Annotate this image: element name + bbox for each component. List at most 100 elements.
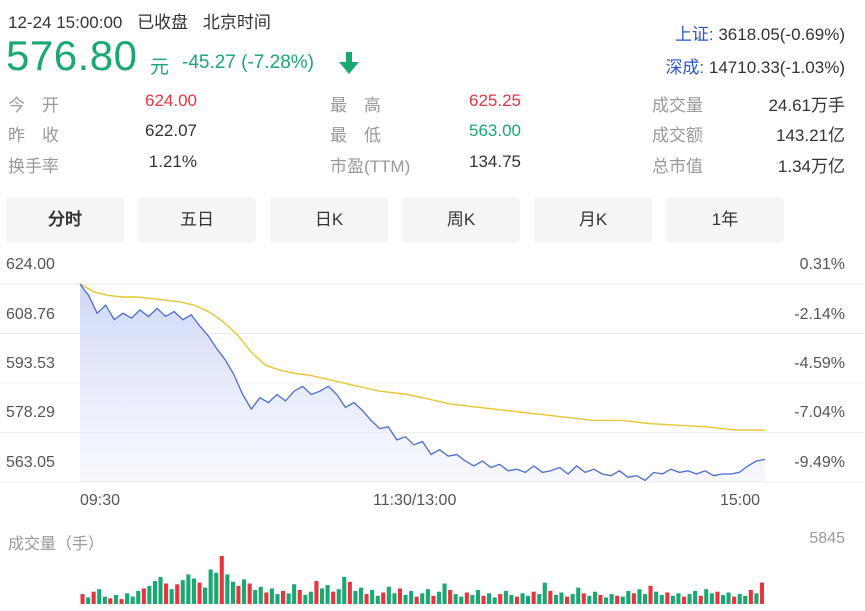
stat-prev-close-value: 622.07	[145, 121, 197, 140]
x-tick: 11:30/13:00	[373, 492, 457, 509]
stat-marketcap-label: 总市值	[652, 157, 703, 176]
volume-bar	[331, 591, 336, 604]
volume-bar	[158, 576, 163, 604]
stat-open-label: 今 开	[8, 96, 59, 115]
down-arrow-icon	[338, 50, 360, 81]
volume-bar	[297, 590, 302, 604]
x-tick: 15:00	[720, 492, 761, 509]
volume-bar	[409, 590, 414, 604]
volume-bar	[359, 587, 364, 604]
volume-bar	[336, 589, 341, 604]
y-right-tick: -2.14%	[794, 306, 845, 323]
volume-bar	[253, 590, 258, 604]
volume-bar	[403, 595, 408, 604]
volume-bar	[559, 592, 564, 604]
stat-high-label: 最 高	[330, 96, 381, 115]
volume-bar	[286, 593, 291, 604]
volume-bar	[420, 593, 425, 604]
tab-intraday[interactable]: 分时	[6, 198, 124, 242]
stat-open-value: 624.00	[145, 91, 197, 110]
volume-bar	[230, 581, 235, 604]
volume-bar	[386, 586, 391, 604]
price-line	[79, 283, 766, 482]
average-price-line	[79, 283, 765, 431]
tab-monthly-k[interactable]: 月K	[534, 198, 652, 242]
volume-bar	[308, 591, 313, 604]
volume-bar	[592, 591, 597, 604]
volume-bar	[164, 583, 169, 604]
volume-bar	[197, 582, 202, 604]
volume-bar	[269, 588, 274, 604]
tab-five-day[interactable]: 五日	[138, 198, 256, 242]
volume-bar	[102, 596, 107, 604]
volume-bar	[119, 599, 124, 604]
index-shanghai[interactable]: 上证: 3618.05(-0.69%)	[675, 20, 845, 45]
volume-bar	[264, 592, 269, 604]
y-right-tick: -9.49%	[794, 454, 845, 471]
volume-bar	[693, 590, 698, 604]
volume-bar	[325, 585, 330, 604]
volume-bar	[542, 582, 547, 604]
volume-bar	[214, 572, 219, 604]
stat-low-label: 最 低	[330, 126, 381, 145]
volume-bar	[130, 596, 135, 604]
index-shenzhen[interactable]: 深成: 14710.33(-1.03%)	[665, 53, 845, 78]
volume-bar	[292, 584, 297, 604]
tab-weekly-k[interactable]: 周K	[402, 198, 520, 242]
volume-bar	[108, 598, 113, 604]
volume-bar	[303, 595, 308, 604]
volume-bar	[475, 590, 480, 604]
volume-bar	[147, 585, 152, 604]
volume-bar	[743, 595, 748, 604]
volume-bar	[219, 556, 224, 604]
x-tick: 09:30	[80, 492, 121, 509]
market-status: 已收盘	[137, 13, 189, 32]
volume-bar	[631, 593, 636, 604]
price-area	[80, 284, 765, 482]
volume-bar	[737, 594, 742, 604]
volume-bar	[604, 597, 609, 604]
volume-bar	[531, 591, 536, 604]
volume-bar	[581, 593, 586, 604]
volume-bar	[208, 569, 213, 604]
volume-bar	[459, 596, 464, 604]
volume-bar	[698, 595, 703, 604]
volume-bar	[414, 596, 419, 604]
price-change: -45.27 (-7.28%)	[182, 52, 315, 73]
volume-bar	[514, 596, 519, 604]
volume-bar	[748, 590, 753, 604]
volume-bar	[676, 593, 681, 604]
volume-bar	[314, 581, 319, 604]
volume-bar	[175, 584, 180, 604]
volume-bar	[526, 595, 531, 604]
stat-marketcap-value: 1.34万亿	[777, 157, 845, 176]
volume-bar	[375, 595, 380, 604]
volume-bar	[665, 592, 670, 604]
volume-bar	[320, 588, 325, 604]
stat-volume-value: 24.61万手	[768, 96, 845, 115]
volume-bar	[487, 593, 492, 604]
volume-bar	[754, 593, 759, 604]
volume-bar	[520, 593, 525, 604]
volume-bar	[436, 591, 441, 604]
y-left-tick: 593.53	[6, 355, 55, 372]
volume-bar	[643, 594, 648, 604]
volume-bar	[448, 590, 453, 604]
volume-bar	[275, 594, 280, 604]
stat-high-value: 625.25	[469, 91, 521, 110]
tab-one-year[interactable]: 1年	[666, 198, 784, 242]
volume-bar	[570, 594, 575, 604]
volume-bar	[242, 579, 247, 604]
tab-daily-k[interactable]: 日K	[270, 198, 388, 242]
volume-bar	[626, 590, 631, 604]
stat-amount-value: 143.21亿	[776, 126, 845, 145]
volume-bar	[670, 595, 675, 604]
volume-bar	[654, 591, 659, 604]
volume-bar	[715, 591, 720, 604]
volume-max-label: 5845	[809, 530, 845, 547]
volume-bar	[247, 583, 252, 604]
y-left-tick: 608.76	[6, 306, 55, 323]
volume-bar	[615, 595, 620, 604]
current-price: 576.80	[6, 32, 138, 79]
